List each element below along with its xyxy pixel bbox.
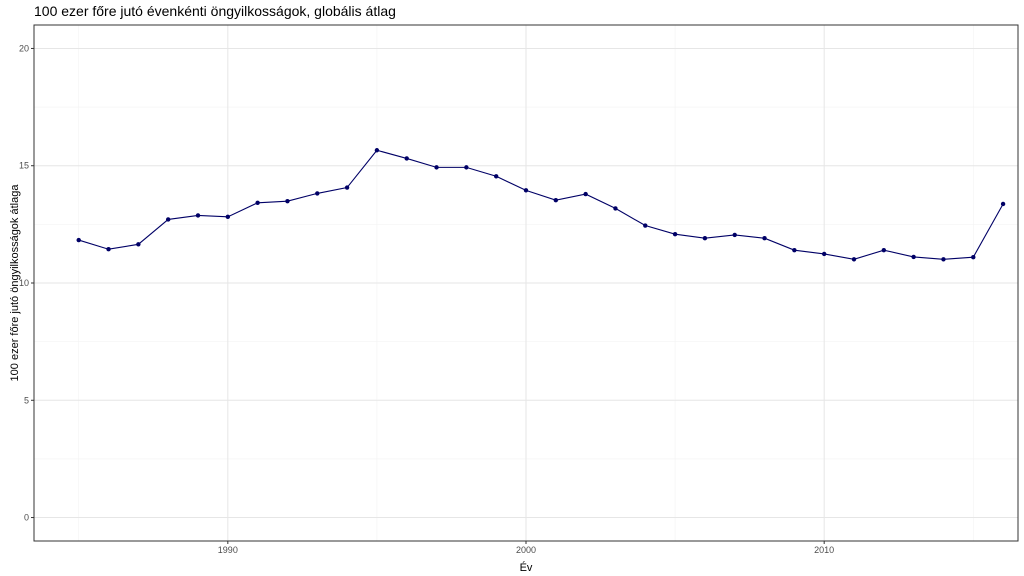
- x-axis: 1990 2000 2010: [218, 541, 834, 555]
- y-tick-label: 0: [24, 513, 29, 523]
- x-tick-label: 2010: [814, 545, 834, 555]
- data-point: [255, 200, 260, 205]
- data-point: [225, 214, 231, 220]
- data-point: [672, 232, 678, 237]
- data-point: [762, 236, 767, 241]
- series-line: [78, 149, 1004, 260]
- data-point: [1000, 201, 1006, 207]
- data-point: [583, 191, 588, 197]
- data-point: [493, 174, 499, 179]
- data-point: [136, 242, 141, 247]
- y-tick-label: 15: [19, 161, 29, 171]
- y-tick-label: 20: [19, 43, 29, 53]
- data-point: [464, 165, 469, 170]
- y-tick-label: 5: [24, 395, 29, 405]
- data-point: [613, 206, 618, 211]
- x-tick-label: 1990: [218, 545, 238, 555]
- data-point: [285, 198, 290, 204]
- chart-title: 100 ezer főre jutó évenkénti öngyilkossá…: [34, 3, 396, 19]
- data-point: [404, 156, 409, 161]
- data-point: [195, 213, 201, 218]
- data-point: [941, 257, 946, 262]
- data-point: [851, 257, 857, 262]
- data-point: [434, 165, 439, 170]
- data-point: [165, 217, 171, 222]
- data-point: [315, 191, 320, 196]
- data-point: [553, 198, 559, 203]
- data-point: [76, 237, 81, 243]
- data-point: [523, 188, 529, 193]
- data-point: [881, 247, 887, 253]
- data-point: [374, 148, 380, 153]
- y-axis: 0 5 10 15 20: [19, 43, 34, 523]
- major-gridlines: [34, 25, 1018, 541]
- y-axis-title: 100 ezer főre jutó öngyilkosságok átlaga: [9, 184, 21, 382]
- x-tick-label: 2000: [516, 545, 536, 555]
- series-layer: [76, 148, 1006, 262]
- data-point: [106, 247, 111, 252]
- y-tick-label: 10: [19, 278, 29, 288]
- data-point: [344, 185, 350, 190]
- data-point: [792, 247, 797, 253]
- data-point: [732, 232, 737, 238]
- data-point: [911, 254, 916, 260]
- data-point: [971, 255, 976, 260]
- data-point: [643, 223, 648, 228]
- data-point: [702, 236, 708, 241]
- data-point: [821, 251, 827, 257]
- x-axis-title: Év: [520, 561, 533, 574]
